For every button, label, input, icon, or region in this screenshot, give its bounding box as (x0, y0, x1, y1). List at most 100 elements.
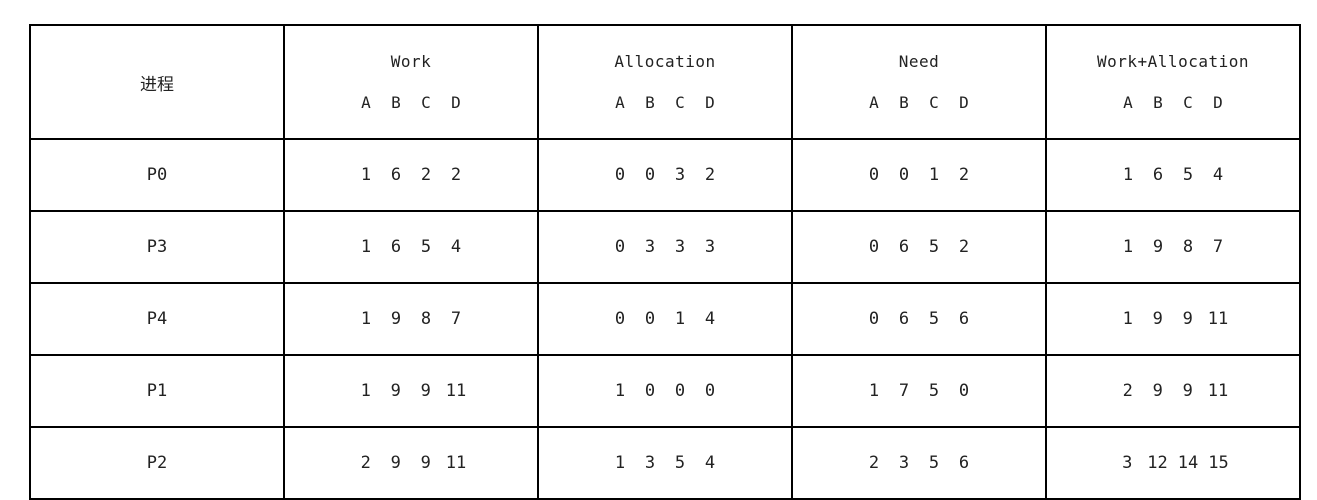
resource-label: A (615, 93, 625, 112)
value: 6 (898, 237, 910, 257)
process-cell: P3 (29, 210, 285, 284)
value: 4 (1212, 165, 1224, 185)
value: 3 (674, 237, 686, 257)
value: 6 (390, 165, 402, 185)
work-plus-allocation-resource-labels: A B C D (1047, 93, 1299, 112)
work-plus-allocation-cell: 3 12 14 15 (1045, 426, 1301, 500)
value: 11 (1207, 309, 1229, 329)
value: 3 (644, 237, 656, 257)
value: 3 (898, 453, 910, 473)
work-header-title: Work (390, 52, 432, 71)
need-header: Need A B C D (791, 24, 1047, 140)
value: 6 (958, 453, 970, 473)
value: 0 (898, 165, 910, 185)
value: 8 (420, 309, 432, 329)
value: 7 (1212, 237, 1224, 257)
value: 4 (450, 237, 462, 257)
value: 2 (450, 165, 462, 185)
value: 1 (360, 381, 371, 401)
process-cell: P4 (29, 282, 285, 356)
resource-label: B (1153, 93, 1163, 112)
safety-sequence-table: 进程 Work A B C D Allocation A B C D (29, 24, 1301, 500)
work-cell: 2 9 9 11 (283, 426, 539, 500)
process-cell: P0 (29, 138, 285, 212)
allocation-header-title: Allocation (614, 52, 716, 71)
value: 15 (1208, 453, 1229, 473)
value: 5 (420, 237, 432, 257)
value: 9 (420, 453, 431, 473)
need-header-title: Need (898, 52, 940, 71)
value: 7 (898, 381, 910, 401)
value: 9 (390, 381, 401, 401)
work-plus-allocation-header-title: Work+Allocation (1097, 52, 1249, 71)
work-plus-allocation-cell: 1 9 9 11 (1045, 282, 1301, 356)
value: 0 (868, 165, 880, 185)
value: 0 (868, 237, 880, 257)
value: 1 (868, 381, 880, 401)
value: 2 (360, 453, 371, 473)
value: 5 (928, 381, 940, 401)
resource-label: C (421, 93, 431, 112)
resource-label: B (645, 93, 655, 112)
value: 0 (644, 309, 656, 329)
value: 2 (704, 165, 716, 185)
value: 3 (644, 453, 656, 473)
value: 1 (360, 309, 372, 329)
value: 1 (614, 381, 626, 401)
value: 9 (390, 309, 402, 329)
value: 7 (450, 309, 462, 329)
value: 6 (390, 237, 402, 257)
value: 9 (1182, 381, 1193, 401)
value: 1 (360, 237, 372, 257)
allocation-resource-labels: A B C D (539, 93, 791, 112)
value: 11 (445, 453, 467, 473)
value: 5 (928, 453, 940, 473)
work-resource-labels: A B C D (285, 93, 537, 112)
resource-label: C (1183, 93, 1193, 112)
value: 11 (1207, 381, 1229, 401)
value: 14 (1177, 453, 1199, 473)
need-resource-labels: A B C D (793, 93, 1045, 112)
value: 9 (390, 453, 401, 473)
resource-label: C (929, 93, 939, 112)
resource-label: C (675, 93, 685, 112)
value: 2 (1122, 381, 1133, 401)
work-header: Work A B C D (283, 24, 539, 140)
value: 0 (958, 381, 970, 401)
value: 3 (704, 237, 716, 257)
process-header: 进程 (29, 24, 285, 140)
value: 2 (958, 165, 970, 185)
value: 1 (928, 165, 940, 185)
work-cell: 1 9 9 11 (283, 354, 539, 428)
value: 1 (1122, 165, 1134, 185)
value: 0 (868, 309, 880, 329)
value: 5 (928, 237, 940, 257)
value: 5 (928, 309, 940, 329)
resource-label: A (1123, 93, 1133, 112)
resource-label: D (705, 93, 715, 112)
value: 0 (614, 237, 626, 257)
process-cell: P2 (29, 426, 285, 500)
value: 5 (674, 453, 686, 473)
value: 0 (614, 309, 626, 329)
value: 6 (898, 309, 910, 329)
value: 0 (674, 381, 686, 401)
value: 11 (445, 381, 467, 401)
process-cell: P1 (29, 354, 285, 428)
